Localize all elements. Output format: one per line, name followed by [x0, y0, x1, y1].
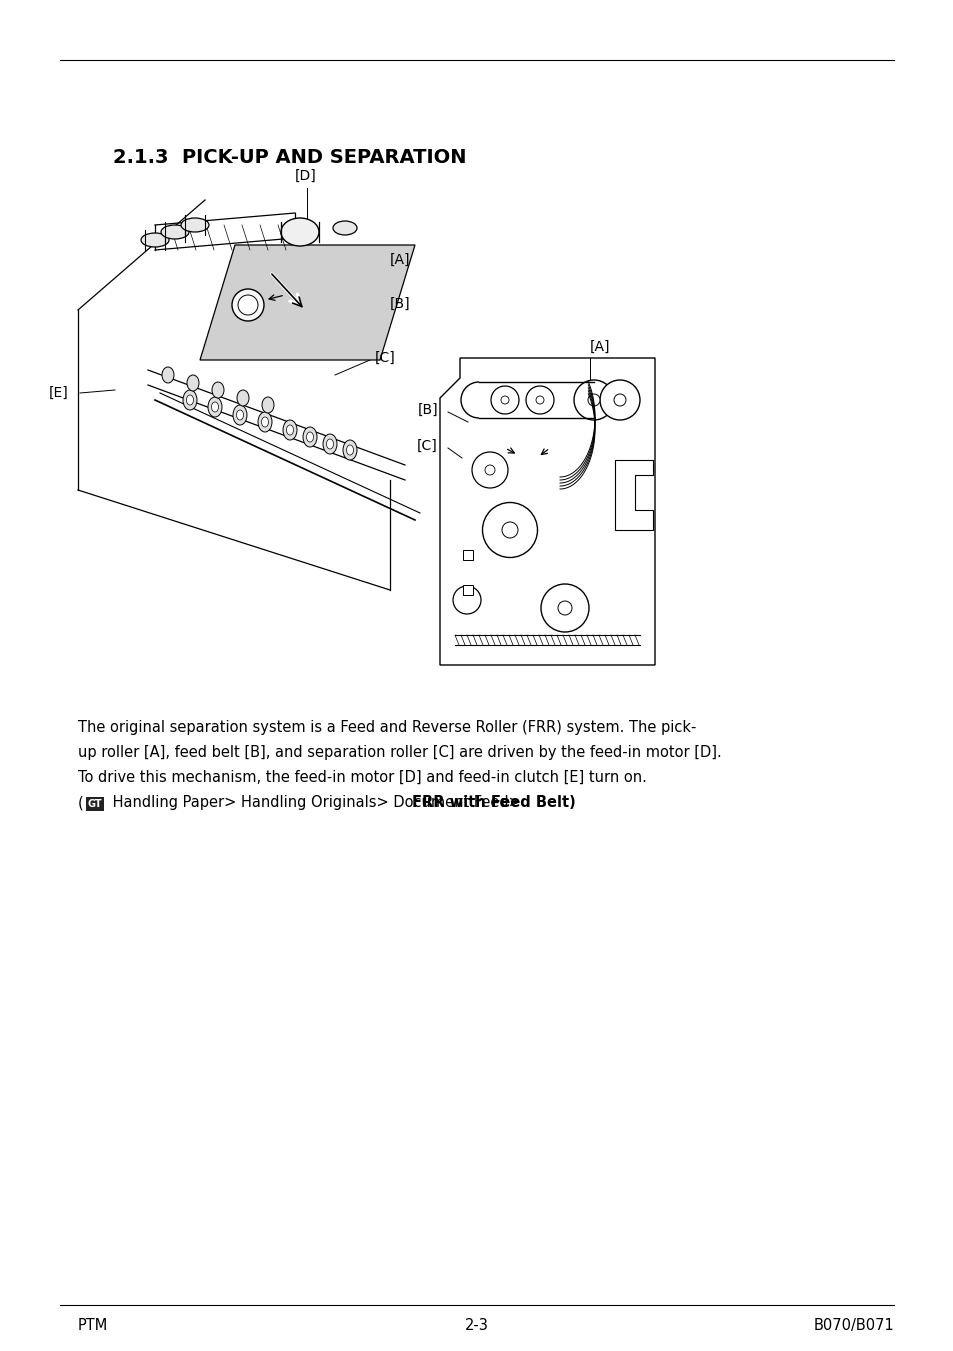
Text: [A]: [A] — [390, 253, 410, 267]
Ellipse shape — [587, 394, 599, 407]
Text: [D]: [D] — [294, 169, 316, 182]
Polygon shape — [615, 459, 652, 530]
Ellipse shape — [141, 232, 169, 247]
Text: [B]: [B] — [416, 403, 437, 417]
Ellipse shape — [346, 444, 354, 455]
Ellipse shape — [208, 397, 222, 417]
Ellipse shape — [181, 218, 209, 232]
Ellipse shape — [232, 289, 264, 322]
Ellipse shape — [491, 386, 518, 413]
Text: 2-3: 2-3 — [464, 1319, 489, 1333]
Text: [E]: [E] — [49, 386, 68, 400]
Text: The original separation system is a Feed and Reverse Roller (FRR) system. The pi: The original separation system is a Feed… — [78, 720, 696, 735]
Ellipse shape — [326, 439, 334, 449]
Text: [C]: [C] — [416, 439, 437, 453]
Ellipse shape — [558, 601, 572, 615]
Text: B070/B071: B070/B071 — [812, 1319, 893, 1333]
Ellipse shape — [237, 295, 257, 315]
Text: [A]: [A] — [589, 340, 610, 354]
Text: 2.1.3  PICK-UP AND SEPARATION: 2.1.3 PICK-UP AND SEPARATION — [112, 149, 466, 168]
Ellipse shape — [162, 367, 173, 382]
Bar — [462, 585, 473, 594]
Text: To drive this mechanism, the feed-in motor [D] and feed-in clutch [E] turn on.: To drive this mechanism, the feed-in mot… — [78, 770, 646, 785]
Bar — [86, 797, 104, 811]
Ellipse shape — [500, 396, 509, 404]
Text: (: ( — [78, 794, 84, 811]
Ellipse shape — [482, 503, 537, 558]
Ellipse shape — [236, 390, 249, 407]
Ellipse shape — [281, 218, 318, 246]
Polygon shape — [200, 245, 415, 359]
Ellipse shape — [236, 409, 243, 420]
Ellipse shape — [614, 394, 625, 407]
Text: FRR with Feed Belt): FRR with Feed Belt) — [412, 794, 576, 811]
Ellipse shape — [536, 396, 543, 404]
Ellipse shape — [343, 440, 356, 459]
Ellipse shape — [599, 380, 639, 420]
Ellipse shape — [257, 412, 272, 432]
Text: [B]: [B] — [390, 297, 410, 311]
Ellipse shape — [306, 432, 314, 442]
Ellipse shape — [501, 521, 517, 538]
Polygon shape — [439, 358, 655, 665]
Ellipse shape — [283, 420, 296, 440]
Ellipse shape — [323, 434, 336, 454]
Text: GT: GT — [88, 798, 102, 809]
Ellipse shape — [212, 403, 218, 412]
Ellipse shape — [262, 397, 274, 413]
Ellipse shape — [233, 405, 247, 426]
Bar — [462, 550, 473, 561]
Ellipse shape — [212, 382, 224, 399]
Ellipse shape — [574, 380, 614, 420]
Ellipse shape — [303, 427, 316, 447]
Ellipse shape — [472, 453, 507, 488]
Text: up roller [A], feed belt [B], and separation roller [C] are driven by the feed-i: up roller [A], feed belt [B], and separa… — [78, 744, 721, 761]
Ellipse shape — [161, 226, 189, 239]
Ellipse shape — [333, 222, 356, 235]
Ellipse shape — [286, 426, 294, 435]
Ellipse shape — [183, 390, 196, 409]
Ellipse shape — [484, 465, 495, 476]
Text: Handling Paper> Handling Originals> Document Feed>: Handling Paper> Handling Originals> Docu… — [108, 794, 525, 811]
Ellipse shape — [187, 376, 199, 390]
Ellipse shape — [525, 386, 554, 413]
Ellipse shape — [540, 584, 588, 632]
Text: PTM: PTM — [78, 1319, 108, 1333]
Text: [C]: [C] — [375, 351, 395, 365]
Ellipse shape — [453, 586, 480, 613]
Ellipse shape — [186, 394, 193, 405]
Ellipse shape — [261, 417, 268, 427]
